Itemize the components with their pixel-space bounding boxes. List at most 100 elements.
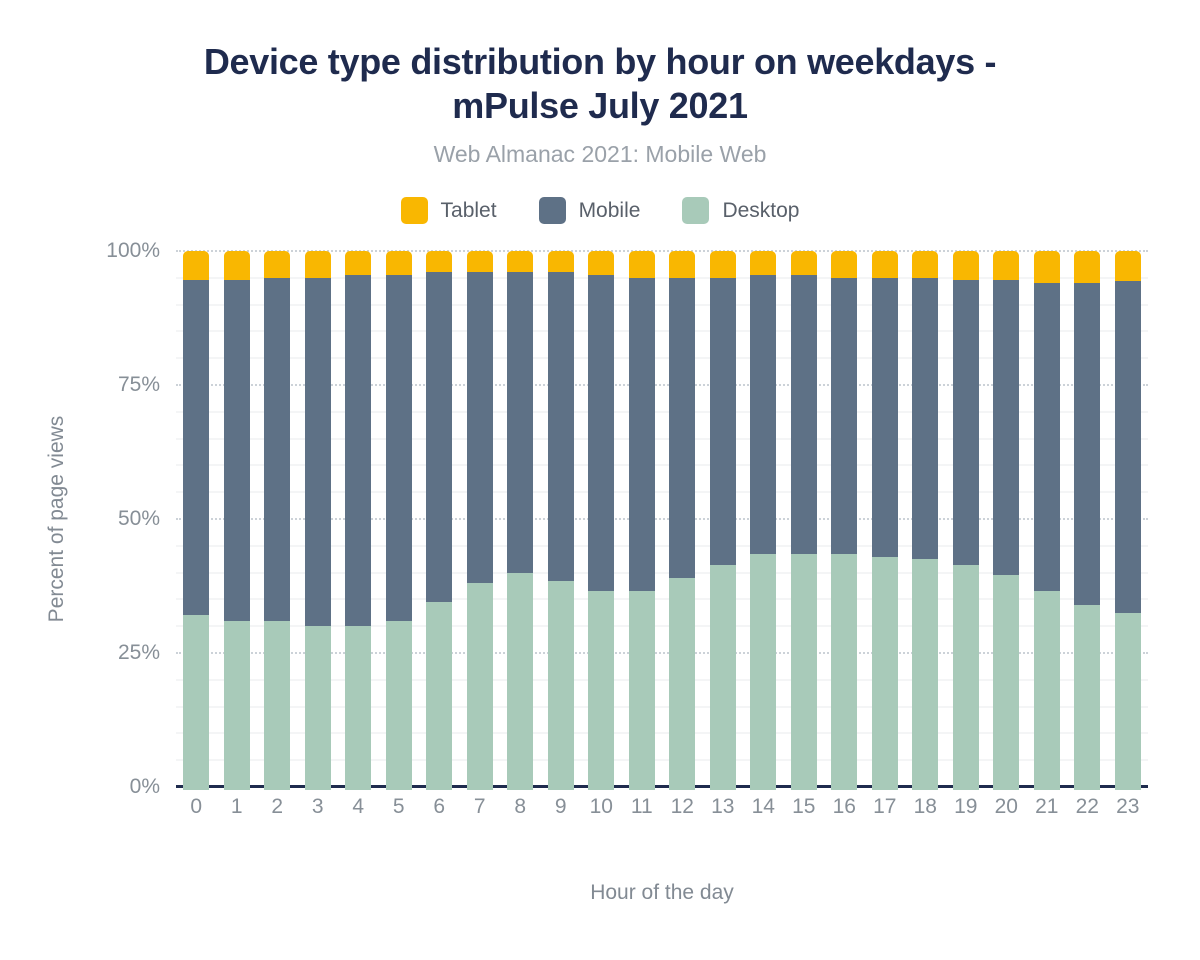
bar-segment-mobile[interactable] [466,272,493,584]
bar-hour-19[interactable] [946,251,987,790]
bar-hour-0[interactable] [176,251,217,790]
bar-segment-desktop[interactable] [750,553,777,790]
bar-hour-6[interactable] [419,251,460,790]
bar-segment-desktop[interactable] [426,602,453,790]
bar-segment-desktop[interactable] [385,620,412,790]
bar-hour-3[interactable] [298,251,339,790]
bar-segment-mobile[interactable] [385,275,412,621]
bar-segment-mobile[interactable] [547,272,574,581]
bar-segment-desktop[interactable] [831,553,858,790]
bar-hour-2[interactable] [257,251,298,790]
bar-segment-tablet[interactable] [628,251,655,278]
bar-hour-12[interactable] [662,251,703,790]
bar-hour-15[interactable] [784,251,825,790]
bar-segment-mobile[interactable] [750,275,777,554]
bar-segment-mobile[interactable] [628,277,655,592]
bar-segment-desktop[interactable] [183,615,210,790]
bar-hour-1[interactable] [217,251,258,790]
bar-segment-tablet[interactable] [223,251,250,281]
bar-segment-tablet[interactable] [547,251,574,273]
bar-segment-desktop[interactable] [871,556,898,790]
bar-segment-mobile[interactable] [1074,283,1101,605]
bar-segment-mobile[interactable] [871,277,898,557]
bar-segment-mobile[interactable] [709,277,736,565]
bar-segment-tablet[interactable] [183,251,210,281]
bar-segment-tablet[interactable] [385,251,412,276]
bar-segment-tablet[interactable] [1074,251,1101,284]
bar-hour-22[interactable] [1067,251,1108,790]
bar-hour-17[interactable] [865,251,906,790]
bar-segment-tablet[interactable] [912,251,939,278]
bar-hour-7[interactable] [460,251,501,790]
bar-hour-18[interactable] [905,251,946,790]
bar-segment-mobile[interactable] [223,280,250,621]
bar-segment-mobile[interactable] [993,280,1020,576]
bar-hour-21[interactable] [1027,251,1068,790]
bar-segment-mobile[interactable] [183,280,210,616]
minor-gridline [176,678,1148,681]
bar-segment-tablet[interactable] [426,251,453,273]
bar-segment-tablet[interactable] [345,251,372,276]
bar-hour-4[interactable] [338,251,379,790]
bar-segment-tablet[interactable] [871,251,898,278]
bar-segment-desktop[interactable] [466,583,493,790]
bar-segment-desktop[interactable] [264,620,291,790]
bar-segment-mobile[interactable] [507,272,534,573]
bar-hour-16[interactable] [824,251,865,790]
bar-segment-mobile[interactable] [264,277,291,621]
bar-segment-desktop[interactable] [223,620,250,790]
bar-segment-mobile[interactable] [426,272,453,603]
bar-hour-5[interactable] [379,251,420,790]
bar-segment-mobile[interactable] [912,277,939,560]
bar-segment-mobile[interactable] [952,280,979,565]
bar-hour-13[interactable] [703,251,744,790]
bar-segment-desktop[interactable] [912,559,939,790]
bar-segment-desktop[interactable] [790,553,817,790]
bar-hour-11[interactable] [622,251,663,790]
bar-segment-mobile[interactable] [345,275,372,627]
bar-hour-23[interactable] [1108,251,1149,790]
bar-segment-desktop[interactable] [1074,604,1101,790]
minor-gridline [176,705,1148,708]
bar-segment-tablet[interactable] [1114,251,1141,281]
bar-segment-tablet[interactable] [304,251,331,278]
bar-segment-mobile[interactable] [588,275,615,592]
bar-segment-tablet[interactable] [831,251,858,278]
bar-segment-desktop[interactable] [993,575,1020,790]
bar-hour-8[interactable] [500,251,541,790]
bar-segment-desktop[interactable] [952,564,979,790]
bar-hour-9[interactable] [541,251,582,790]
bar-segment-tablet[interactable] [709,251,736,278]
bar-segment-desktop[interactable] [507,572,534,790]
bar-segment-desktop[interactable] [628,591,655,790]
x-tick-label: 5 [392,795,405,818]
bar-segment-mobile[interactable] [790,275,817,554]
bar-segment-desktop[interactable] [709,564,736,790]
bar-segment-desktop[interactable] [588,591,615,790]
bar-segment-tablet[interactable] [588,251,615,276]
bar-segment-desktop[interactable] [1033,591,1060,790]
bar-segment-desktop[interactable] [304,626,331,790]
bar-segment-tablet[interactable] [993,251,1020,281]
bar-segment-tablet[interactable] [952,251,979,281]
bar-segment-desktop[interactable] [547,580,574,790]
bar-segment-tablet[interactable] [507,251,534,273]
bar-segment-tablet[interactable] [1033,251,1060,284]
bar-segment-tablet[interactable] [750,251,777,276]
bar-segment-mobile[interactable] [304,277,331,627]
bar-segment-mobile[interactable] [1114,280,1141,613]
bar-hour-14[interactable] [743,251,784,790]
bar-segment-tablet[interactable] [669,251,696,278]
bar-segment-tablet[interactable] [466,251,493,273]
bar-hour-20[interactable] [986,251,1027,790]
bar-segment-desktop[interactable] [669,577,696,790]
bar-segment-tablet[interactable] [790,251,817,276]
bar-segment-desktop[interactable] [1114,612,1141,790]
bar-segment-tablet[interactable] [264,251,291,278]
bar-segment-mobile[interactable] [831,277,858,554]
bar-hour-10[interactable] [581,251,622,790]
x-tick-label: 18 [913,795,937,818]
bar-segment-mobile[interactable] [1033,283,1060,592]
bar-segment-desktop[interactable] [345,626,372,790]
bar-segment-mobile[interactable] [669,277,696,578]
